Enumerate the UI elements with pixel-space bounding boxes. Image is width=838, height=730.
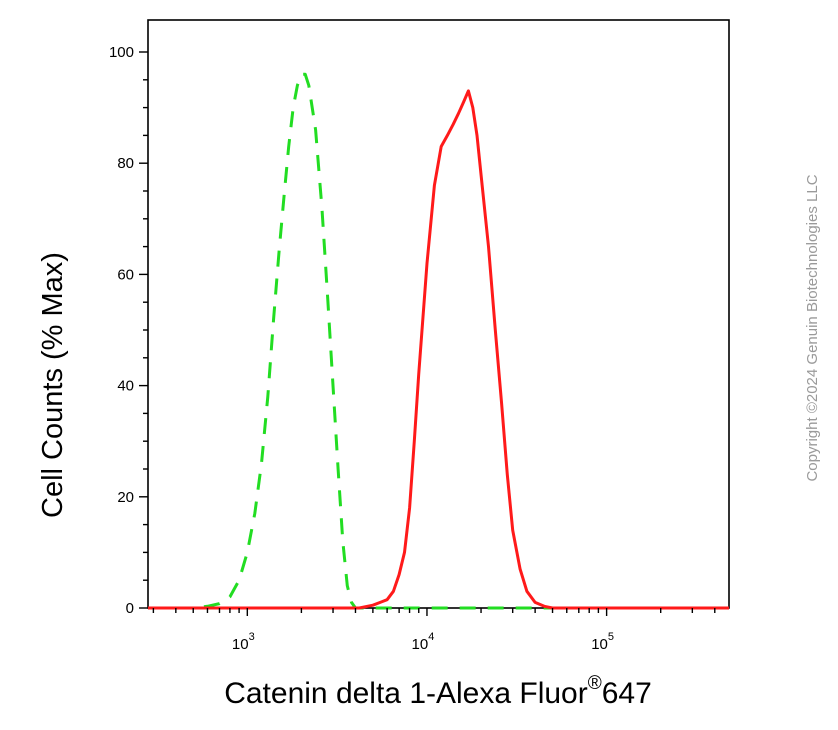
y-tick-label: 100 xyxy=(109,44,134,61)
y-tick-label: 60 xyxy=(117,266,134,283)
x-tick-label: 105 xyxy=(591,631,614,653)
y-tick-label: 80 xyxy=(117,155,134,172)
y-tick-label: 20 xyxy=(117,489,134,506)
x-tick-label: 104 xyxy=(412,631,435,653)
histogram-curves xyxy=(148,72,729,610)
y-tick-label: 40 xyxy=(117,378,134,395)
plot-area xyxy=(147,19,730,609)
series-line-1 xyxy=(148,72,729,610)
x-axis-title: Catenin delta 1-Alexa Fluor®647 xyxy=(224,673,652,710)
x-tick-label: 103 xyxy=(232,631,255,653)
y-tick-label: 0 xyxy=(126,600,134,617)
y-axis-title: Cell Counts (% Max) xyxy=(37,252,69,518)
x-axis-title-suffix: 647 xyxy=(602,677,652,710)
copyright-watermark: Copyright ©2024 Genuin Biotechnologies L… xyxy=(804,174,821,481)
x-axis-title-main: Catenin delta 1-Alexa Fluor xyxy=(224,677,588,710)
y-axis: 0 20 40 60 80 100 xyxy=(109,44,148,617)
x-axis: 103 104 105 xyxy=(152,608,716,653)
x-axis-title-superscript: ® xyxy=(588,673,602,694)
plot-frame xyxy=(147,19,730,609)
series-line-2 xyxy=(148,89,729,610)
